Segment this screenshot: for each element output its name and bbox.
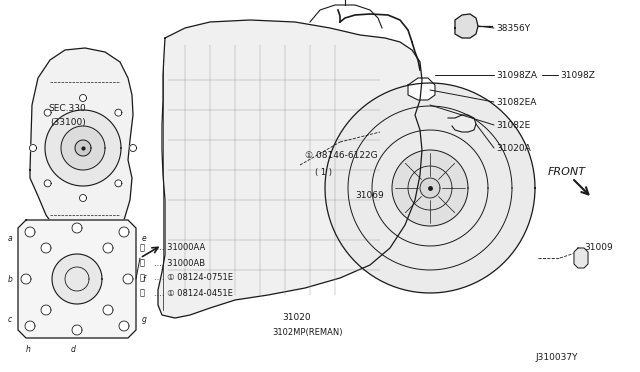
Text: FRONT: FRONT [548,167,586,177]
Text: f: f [143,275,145,283]
Polygon shape [44,180,51,187]
Text: b: b [8,275,12,283]
Polygon shape [123,274,133,284]
Text: SEC.330: SEC.330 [48,103,86,112]
Text: .... 31000AA: .... 31000AA [154,244,205,253]
Text: Ⓐ: Ⓐ [140,244,145,253]
Polygon shape [72,223,82,233]
Text: J310037Y: J310037Y [535,353,577,362]
Text: e: e [141,234,147,243]
Text: c: c [8,315,12,324]
Polygon shape [44,109,51,116]
Polygon shape [115,109,122,116]
Polygon shape [30,48,133,242]
Text: h: h [26,346,31,355]
Polygon shape [72,325,82,335]
Polygon shape [448,115,476,132]
Text: 31098Z: 31098Z [560,71,595,80]
Polygon shape [158,20,422,318]
Polygon shape [25,227,35,237]
Text: 31069: 31069 [355,190,384,199]
Text: Ⓑ: Ⓑ [140,259,145,267]
Text: 31098ZA: 31098ZA [496,71,537,80]
Polygon shape [129,144,136,151]
Polygon shape [29,144,36,151]
Polygon shape [18,220,136,338]
Text: g: g [141,315,147,324]
Polygon shape [420,178,440,198]
Text: d: d [70,346,76,355]
Text: 31020A: 31020A [496,144,531,153]
Text: Ⓒ: Ⓒ [140,273,145,282]
Polygon shape [79,94,86,102]
Polygon shape [103,305,113,315]
Polygon shape [61,126,105,170]
Polygon shape [325,83,535,293]
Text: 38356Y: 38356Y [496,23,530,32]
Polygon shape [21,274,31,284]
Polygon shape [45,110,121,186]
Text: 3102MP(REMAN): 3102MP(REMAN) [272,328,342,337]
Text: ① 08146-6122G: ① 08146-6122G [305,151,378,160]
Polygon shape [41,243,51,253]
Polygon shape [115,180,122,187]
Text: .... 31000AB: .... 31000AB [154,259,205,267]
Polygon shape [25,321,35,331]
Polygon shape [79,195,86,202]
Text: 31009: 31009 [584,244,612,253]
Polygon shape [455,14,478,38]
Text: .... ① 08124-0751E: .... ① 08124-0751E [154,273,233,282]
Polygon shape [574,248,588,268]
Polygon shape [103,243,113,253]
Polygon shape [75,140,91,156]
Text: 31082EA: 31082EA [496,97,536,106]
Polygon shape [119,321,129,331]
Polygon shape [41,305,51,315]
Text: 31020: 31020 [282,314,310,323]
Text: ( 1 ): ( 1 ) [315,167,332,176]
Polygon shape [119,227,129,237]
Polygon shape [52,254,102,304]
Text: .... ① 08124-0451E: .... ① 08124-0451E [154,289,233,298]
Text: 31082E: 31082E [496,121,531,129]
Text: (33100): (33100) [50,118,86,126]
Text: Ⓓ: Ⓓ [140,289,145,298]
Polygon shape [408,78,435,100]
Polygon shape [392,150,468,226]
Text: a: a [8,234,12,243]
